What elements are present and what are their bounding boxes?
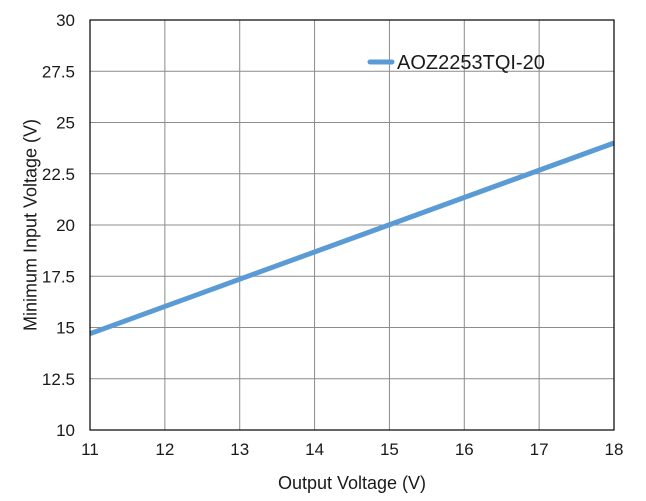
y-tick-label: 10 — [56, 421, 75, 440]
series-layer — [89, 140, 615, 337]
legend-label: AOZ2253TQI-20 — [397, 52, 545, 74]
x-axis-title: Output Voltage (V) — [278, 473, 426, 493]
y-tick-label: 17.5 — [42, 267, 75, 286]
x-tick-label: 17 — [530, 440, 549, 459]
x-tick-label: 16 — [455, 440, 474, 459]
y-tick-label: 12.5 — [42, 370, 75, 389]
y-axis-ticks: 10 12.5 15 17.5 20 22.5 25 27.5 30 — [42, 11, 75, 440]
x-tick-label: 18 — [605, 440, 624, 459]
y-tick-label: 25 — [56, 114, 75, 133]
series-line — [89, 140, 615, 337]
x-tick-label: 12 — [155, 440, 174, 459]
x-tick-label: 11 — [81, 440, 99, 459]
y-axis-title: Minimum Input Voltage (V) — [20, 119, 40, 331]
x-axis-ticks: 11 12 13 14 15 16 17 18 — [81, 440, 623, 459]
y-tick-label: 22.5 — [42, 165, 75, 184]
x-tick-label: 15 — [380, 440, 399, 459]
grid — [89, 19, 615, 431]
plot-frame — [89, 19, 615, 431]
y-tick-label: 20 — [56, 216, 75, 235]
y-tick-label: 27.5 — [42, 62, 75, 81]
x-tick-label: 14 — [305, 440, 324, 459]
legend: AOZ2253TQI-20 — [367, 52, 545, 74]
y-tick-label: 15 — [56, 319, 75, 338]
x-tick-label: 13 — [230, 440, 249, 459]
y-tick-label: 30 — [56, 11, 75, 30]
